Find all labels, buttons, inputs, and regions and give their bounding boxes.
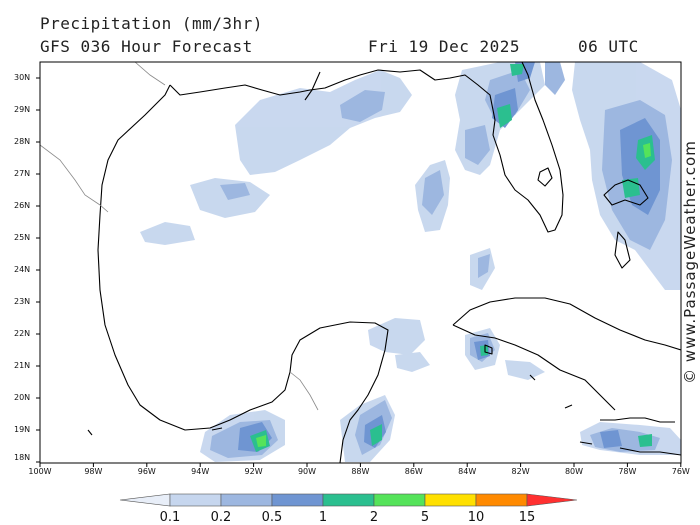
- lon-label-92W: 92W: [244, 467, 263, 476]
- map-background: [40, 62, 681, 463]
- colorbar-label: 10: [467, 510, 485, 525]
- lat-label-29N: 29N: [14, 105, 31, 114]
- precip-intense: [250, 64, 655, 452]
- colorbar-segment-5: [373, 493, 426, 507]
- lon-label-96W: 96W: [137, 467, 156, 476]
- lon-label-94W: 94W: [191, 467, 210, 476]
- website-credit: © www.PassageWeather.com: [681, 140, 699, 384]
- colorbar-segment-1: [169, 493, 222, 507]
- lat-label-30N: 30N: [14, 73, 31, 82]
- lon-label-88W: 88W: [351, 467, 370, 476]
- lat-label-26N: 26N: [14, 201, 31, 210]
- lat-label-23N: 23N: [14, 297, 31, 306]
- lat-label-22N: 22N: [14, 329, 31, 338]
- lat-label-25N: 25N: [14, 233, 31, 242]
- lon-label-82W: 82W: [511, 467, 530, 476]
- lat-label-21N: 21N: [14, 361, 31, 370]
- precip-very-intense: [256, 143, 651, 447]
- lon-label-100W: 100W: [28, 467, 52, 476]
- colorbar-label: 2: [369, 510, 379, 525]
- lat-label-18N: 18N: [14, 453, 31, 462]
- country-border: [40, 62, 319, 411]
- colorbar-segment-7: [475, 493, 528, 507]
- coastline: [87, 62, 681, 463]
- colorbar-segment-6: [424, 493, 477, 507]
- lon-label-84W: 84W: [458, 467, 477, 476]
- colorbar: [119, 493, 578, 507]
- lon-label-98W: 98W: [84, 467, 103, 476]
- colorbar-segment-3: [271, 493, 324, 507]
- colorbar-segment-4: [322, 493, 375, 507]
- lat-label-24N: 24N: [14, 265, 31, 274]
- colorbar-label: 15: [518, 510, 536, 525]
- colorbar-max-arrow: [526, 493, 578, 507]
- forecast-time: 06 UTC: [578, 37, 639, 56]
- lon-label-90W: 90W: [297, 467, 317, 476]
- lon-label-86W: 86W: [404, 467, 423, 476]
- colorbar-min-arrow: [119, 493, 171, 507]
- lon-label-76W: 76W: [671, 467, 690, 476]
- forecast-date: Fri 19 Dec 2025: [368, 37, 520, 56]
- forecast-subtitle: GFS 036 Hour Forecast: [40, 37, 253, 56]
- lat-label-19N: 19N: [14, 425, 31, 434]
- colorbar-label: 5: [420, 510, 430, 525]
- lon-label-78W: 78W: [618, 467, 637, 476]
- lat-label-28N: 28N: [14, 137, 31, 146]
- colorbar-segment-2: [220, 493, 273, 507]
- lon-label-80W: 80W: [564, 467, 584, 476]
- lat-label-20N: 20N: [14, 393, 31, 402]
- colorbar-label: 0.5: [261, 510, 283, 525]
- colorbar-label: 0.1: [159, 510, 181, 525]
- colorbar-label: 1: [318, 510, 328, 525]
- lat-label-27N: 27N: [14, 169, 31, 178]
- colorbar-label: 0.2: [210, 510, 232, 525]
- map-title: Precipitation (mm/3hr): [40, 14, 263, 33]
